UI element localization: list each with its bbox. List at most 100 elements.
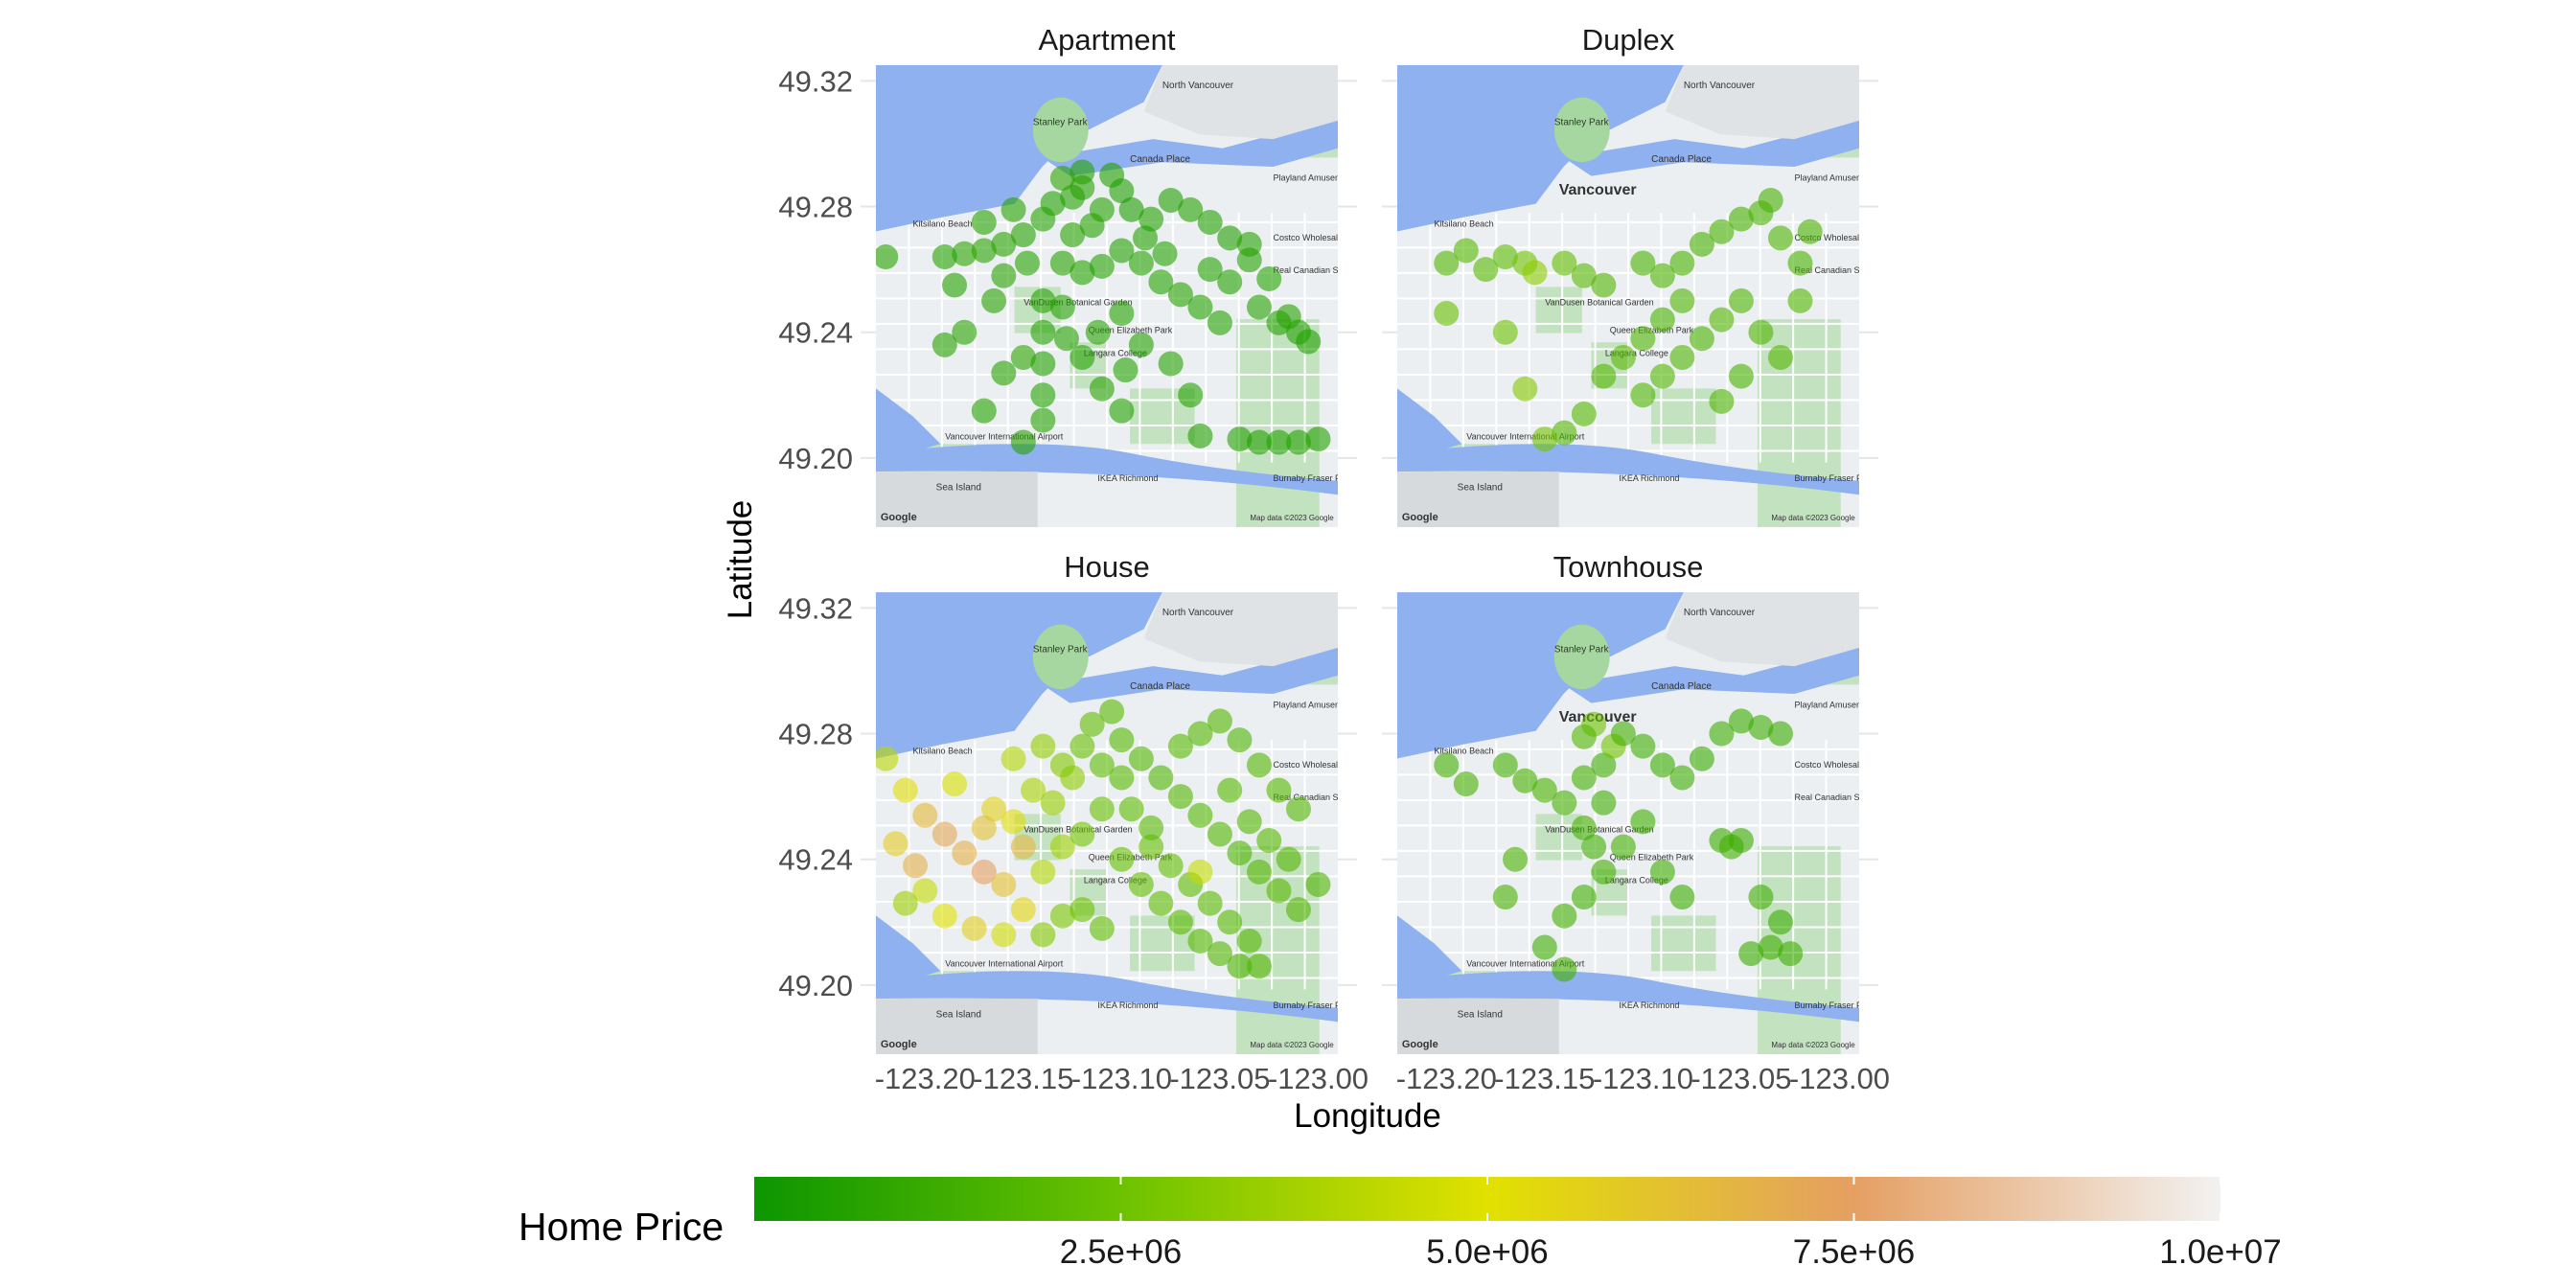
data-point (952, 241, 978, 266)
data-point (1571, 765, 1597, 791)
data-point (1728, 288, 1754, 313)
data-point (1591, 272, 1617, 298)
data-point (1207, 821, 1232, 847)
facet-panels: North Vancouver Stanley Park Canada Place K… (861, 65, 1878, 1054)
y-tick-label: 49.28 (778, 718, 853, 751)
map-label-superstore: Real Canadian Superstore Grandview Highw… (1274, 265, 1455, 275)
data-point (1000, 809, 1026, 835)
data-point (1709, 218, 1735, 244)
x-tick-label: -123.10 (1593, 1062, 1693, 1095)
data-point (1207, 941, 1232, 967)
map-north-shore (1665, 592, 1859, 667)
data-point (1552, 250, 1577, 276)
data-point (912, 802, 938, 828)
data-point (1689, 231, 1714, 257)
data-point (1787, 288, 1813, 313)
data-point (883, 831, 908, 857)
data-point (1148, 269, 1174, 295)
data-point (1049, 166, 1075, 192)
data-point (1236, 809, 1262, 835)
data-point (1187, 294, 1213, 320)
data-point (971, 815, 997, 840)
data-point (1630, 250, 1656, 276)
data-point (1197, 209, 1223, 235)
data-point (1049, 903, 1075, 929)
data-point (1552, 956, 1577, 982)
data-point (1070, 821, 1095, 847)
data-point (1070, 733, 1095, 759)
map-label-ikea: IKEA Richmond (1619, 1000, 1679, 1010)
data-point (1128, 746, 1154, 771)
data-point (1531, 777, 1557, 803)
data-point (1512, 768, 1538, 794)
data-point (1630, 326, 1656, 352)
data-point (1030, 922, 1056, 948)
data-point (892, 777, 918, 803)
data-point (1109, 301, 1135, 327)
data-point (932, 903, 957, 929)
data-point (1571, 724, 1597, 749)
data-point (1138, 815, 1164, 840)
data-point (1552, 903, 1577, 929)
data-point (1060, 222, 1086, 248)
data-point (892, 890, 918, 916)
data-point (1591, 790, 1617, 816)
data-point (1197, 257, 1223, 283)
data-point (1610, 344, 1636, 370)
map-label-playland: Playland Amusement Park (1274, 701, 1375, 710)
data-point (1453, 238, 1479, 264)
data-point (1178, 196, 1204, 222)
data-point (1207, 310, 1232, 335)
map-north-shore (1143, 65, 1338, 140)
data-point (1630, 733, 1656, 759)
data-point (903, 853, 929, 879)
data-point (1787, 250, 1813, 276)
map-label-queen-elizabeth-park: Queen Elizabeth Park (1089, 326, 1173, 335)
map-label-ikea: IKEA Richmond (1097, 1000, 1158, 1010)
facet-panel: North Vancouver Stanley Park Canada Place V… (1382, 65, 1878, 527)
map-label-airport: Vancouver International Airport (1466, 958, 1584, 968)
data-point (991, 922, 1017, 948)
map-label-vandusen: VanDusen Botanical Garden (1024, 298, 1132, 308)
map-label-kitsilano: Kitsilano Beach (1435, 219, 1494, 229)
map-stanley-park (1553, 624, 1610, 690)
data-point (1453, 771, 1479, 797)
map-background: North Vancouver Stanley Park Canada Place K… (876, 65, 1455, 527)
data-point (1669, 288, 1695, 313)
data-point (1070, 159, 1095, 185)
data-point (1167, 733, 1193, 759)
data-point (1256, 828, 1282, 854)
map-label-canada-place: Canada Place (1651, 154, 1712, 165)
data-point (1630, 809, 1656, 835)
data-point (1030, 206, 1056, 232)
map-water-bay (1397, 592, 1684, 759)
map-google-logo: Google (1402, 512, 1438, 523)
data-point (1128, 250, 1154, 276)
data-point (932, 332, 957, 357)
data-point (1089, 796, 1115, 822)
data-point (1571, 885, 1597, 910)
map-background: North Vancouver Stanley Park Canada Place V… (1397, 592, 1859, 1054)
data-point (1649, 752, 1675, 778)
data-point (1109, 398, 1135, 424)
map-water-bay (876, 65, 1162, 232)
map-label-langara: Langara College (1084, 876, 1147, 886)
facet-title-apartment: Apartment (1038, 23, 1175, 57)
map-label-langara: Langara College (1605, 876, 1668, 886)
facet-title-townhouse: Townhouse (1553, 550, 1704, 584)
legend-title: Home Price (518, 1205, 724, 1249)
x-axis-ticks: -123.20-123.15-123.10-123.05-123.00 -123.… (875, 1062, 1890, 1095)
map-water-west (876, 915, 941, 990)
map-label-kitsilano: Kitsilano Beach (913, 747, 973, 756)
series-points (1434, 708, 1804, 982)
map-label-canada-place: Canada Place (1130, 154, 1190, 165)
x-tick-label: -123.20 (875, 1062, 976, 1095)
data-point (1167, 282, 1193, 308)
data-point (1167, 909, 1193, 935)
data-point (1236, 231, 1262, 257)
data-point (1689, 326, 1714, 352)
map-label-north-vancouver: North Vancouver (1684, 80, 1756, 91)
facet-panel: North Vancouver Stanley Park Canada Place K… (861, 65, 1455, 527)
x-tick-label: -123.05 (1169, 1062, 1270, 1095)
